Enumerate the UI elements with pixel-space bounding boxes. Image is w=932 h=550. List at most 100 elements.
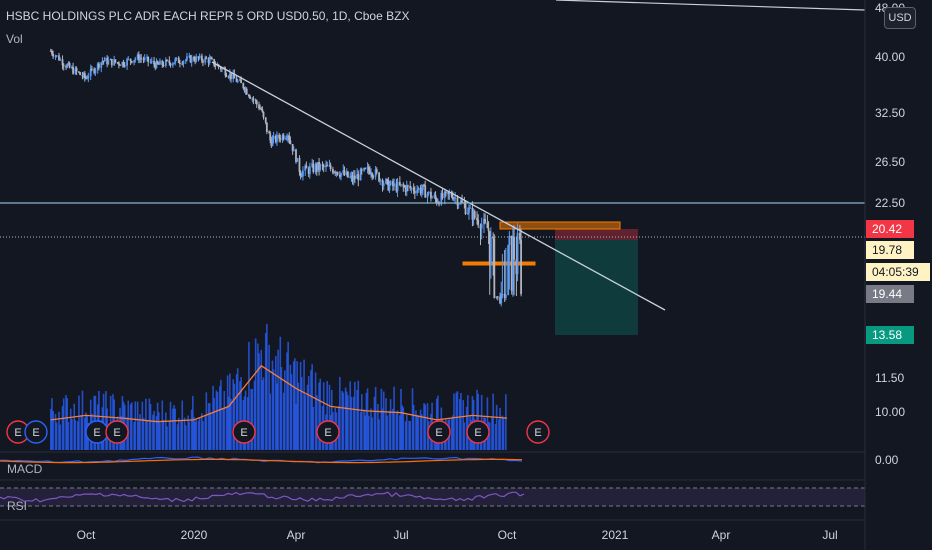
candle-body bbox=[116, 62, 119, 64]
candle-body bbox=[471, 207, 474, 220]
earnings-marker bbox=[316, 420, 340, 444]
candle-body bbox=[374, 169, 377, 177]
candle-body bbox=[252, 98, 255, 101]
volume-bar bbox=[146, 420, 148, 450]
volume-bar bbox=[306, 384, 309, 450]
volume-bar bbox=[52, 411, 54, 450]
volume-bar bbox=[354, 381, 356, 450]
volume-bar bbox=[261, 380, 264, 450]
volume-bar bbox=[62, 398, 65, 450]
candle-body bbox=[137, 54, 140, 61]
candle-body bbox=[520, 239, 522, 295]
candle-body bbox=[333, 172, 335, 174]
candle-body bbox=[312, 163, 315, 172]
volume-bar bbox=[207, 403, 210, 450]
candle-body bbox=[127, 58, 130, 60]
candle-body bbox=[340, 173, 342, 177]
downtrend-line bbox=[211, 61, 666, 311]
volume-bar bbox=[386, 415, 388, 450]
candle-body bbox=[134, 58, 137, 61]
volume-bar bbox=[102, 393, 105, 450]
candle-body bbox=[299, 171, 302, 177]
volume-bar bbox=[258, 353, 260, 450]
volume-bar bbox=[213, 397, 215, 450]
candle-body bbox=[258, 104, 260, 109]
volume-bar bbox=[49, 408, 52, 450]
volume-bar bbox=[359, 411, 362, 450]
candle-body bbox=[110, 58, 113, 66]
volume-bar bbox=[266, 323, 268, 450]
candle-body bbox=[430, 191, 432, 199]
candle-body bbox=[154, 64, 157, 69]
candle-body bbox=[228, 73, 231, 77]
candle-body bbox=[483, 219, 485, 224]
candle-body bbox=[126, 59, 128, 66]
volume-bar bbox=[502, 418, 505, 450]
candle-body bbox=[259, 108, 262, 110]
candle-body bbox=[486, 222, 489, 229]
candle-body bbox=[52, 53, 55, 57]
candle-body bbox=[101, 61, 104, 63]
candle-body bbox=[96, 63, 99, 70]
symbol-title: HSBC HOLDINGS PLC ADR EACH REPR 5 ORD US… bbox=[6, 9, 410, 23]
candle-body bbox=[479, 225, 482, 229]
candle-body bbox=[519, 232, 521, 240]
time-tick-label: Jul bbox=[393, 528, 408, 542]
candle-body bbox=[334, 172, 337, 174]
volume-bar bbox=[498, 419, 500, 450]
candle-body bbox=[61, 59, 64, 66]
candle-body bbox=[318, 162, 320, 170]
volume-bar bbox=[401, 405, 403, 450]
target-zone bbox=[555, 240, 638, 335]
volume-bar bbox=[417, 415, 420, 450]
volume-bar bbox=[365, 392, 368, 450]
candle-body bbox=[142, 58, 145, 60]
candle-body bbox=[417, 187, 420, 191]
candle-body bbox=[336, 171, 339, 175]
volume-bar bbox=[491, 416, 493, 450]
candle-body bbox=[370, 173, 372, 175]
candle-body bbox=[402, 184, 405, 187]
volume-bar bbox=[404, 421, 407, 450]
candle-body bbox=[431, 197, 434, 199]
candle-body bbox=[325, 165, 327, 168]
candle-body bbox=[85, 77, 87, 79]
candle-body bbox=[295, 149, 297, 162]
volume-bar bbox=[319, 378, 322, 450]
resistance-box bbox=[499, 221, 621, 230]
candle-body bbox=[123, 65, 126, 67]
candle-body bbox=[262, 111, 265, 118]
candle-body bbox=[177, 57, 180, 63]
volume-bar bbox=[58, 411, 60, 450]
candle-body bbox=[268, 131, 270, 134]
volume-bar bbox=[61, 406, 64, 450]
volume-bar bbox=[412, 404, 415, 450]
volume-bar bbox=[411, 388, 414, 450]
rsi-label: RSI bbox=[7, 499, 28, 513]
currency-button[interactable]: USD bbox=[884, 7, 916, 29]
earnings-marker-label: E bbox=[113, 427, 120, 439]
candle-body bbox=[285, 138, 287, 140]
volume-bar bbox=[380, 388, 383, 450]
volume-bar bbox=[363, 409, 365, 450]
candle-body bbox=[106, 57, 109, 65]
candle-body bbox=[66, 64, 69, 68]
candle-body bbox=[119, 64, 121, 66]
candle-body bbox=[508, 235, 511, 246]
candle-body bbox=[208, 57, 211, 63]
candle-body bbox=[224, 68, 227, 76]
candle-body bbox=[184, 59, 187, 62]
price-badge bbox=[866, 263, 930, 281]
candle-body bbox=[270, 140, 273, 146]
candle-body bbox=[58, 55, 60, 61]
candle-body bbox=[300, 176, 303, 178]
candle-body bbox=[338, 174, 341, 177]
candle-body bbox=[269, 133, 272, 141]
volume-bar bbox=[275, 356, 277, 450]
volume-bar bbox=[55, 422, 58, 450]
volume-bar bbox=[395, 413, 398, 450]
earnings-marker-label: E bbox=[474, 427, 481, 439]
volume-bar bbox=[318, 382, 320, 450]
candle-body bbox=[156, 61, 159, 64]
